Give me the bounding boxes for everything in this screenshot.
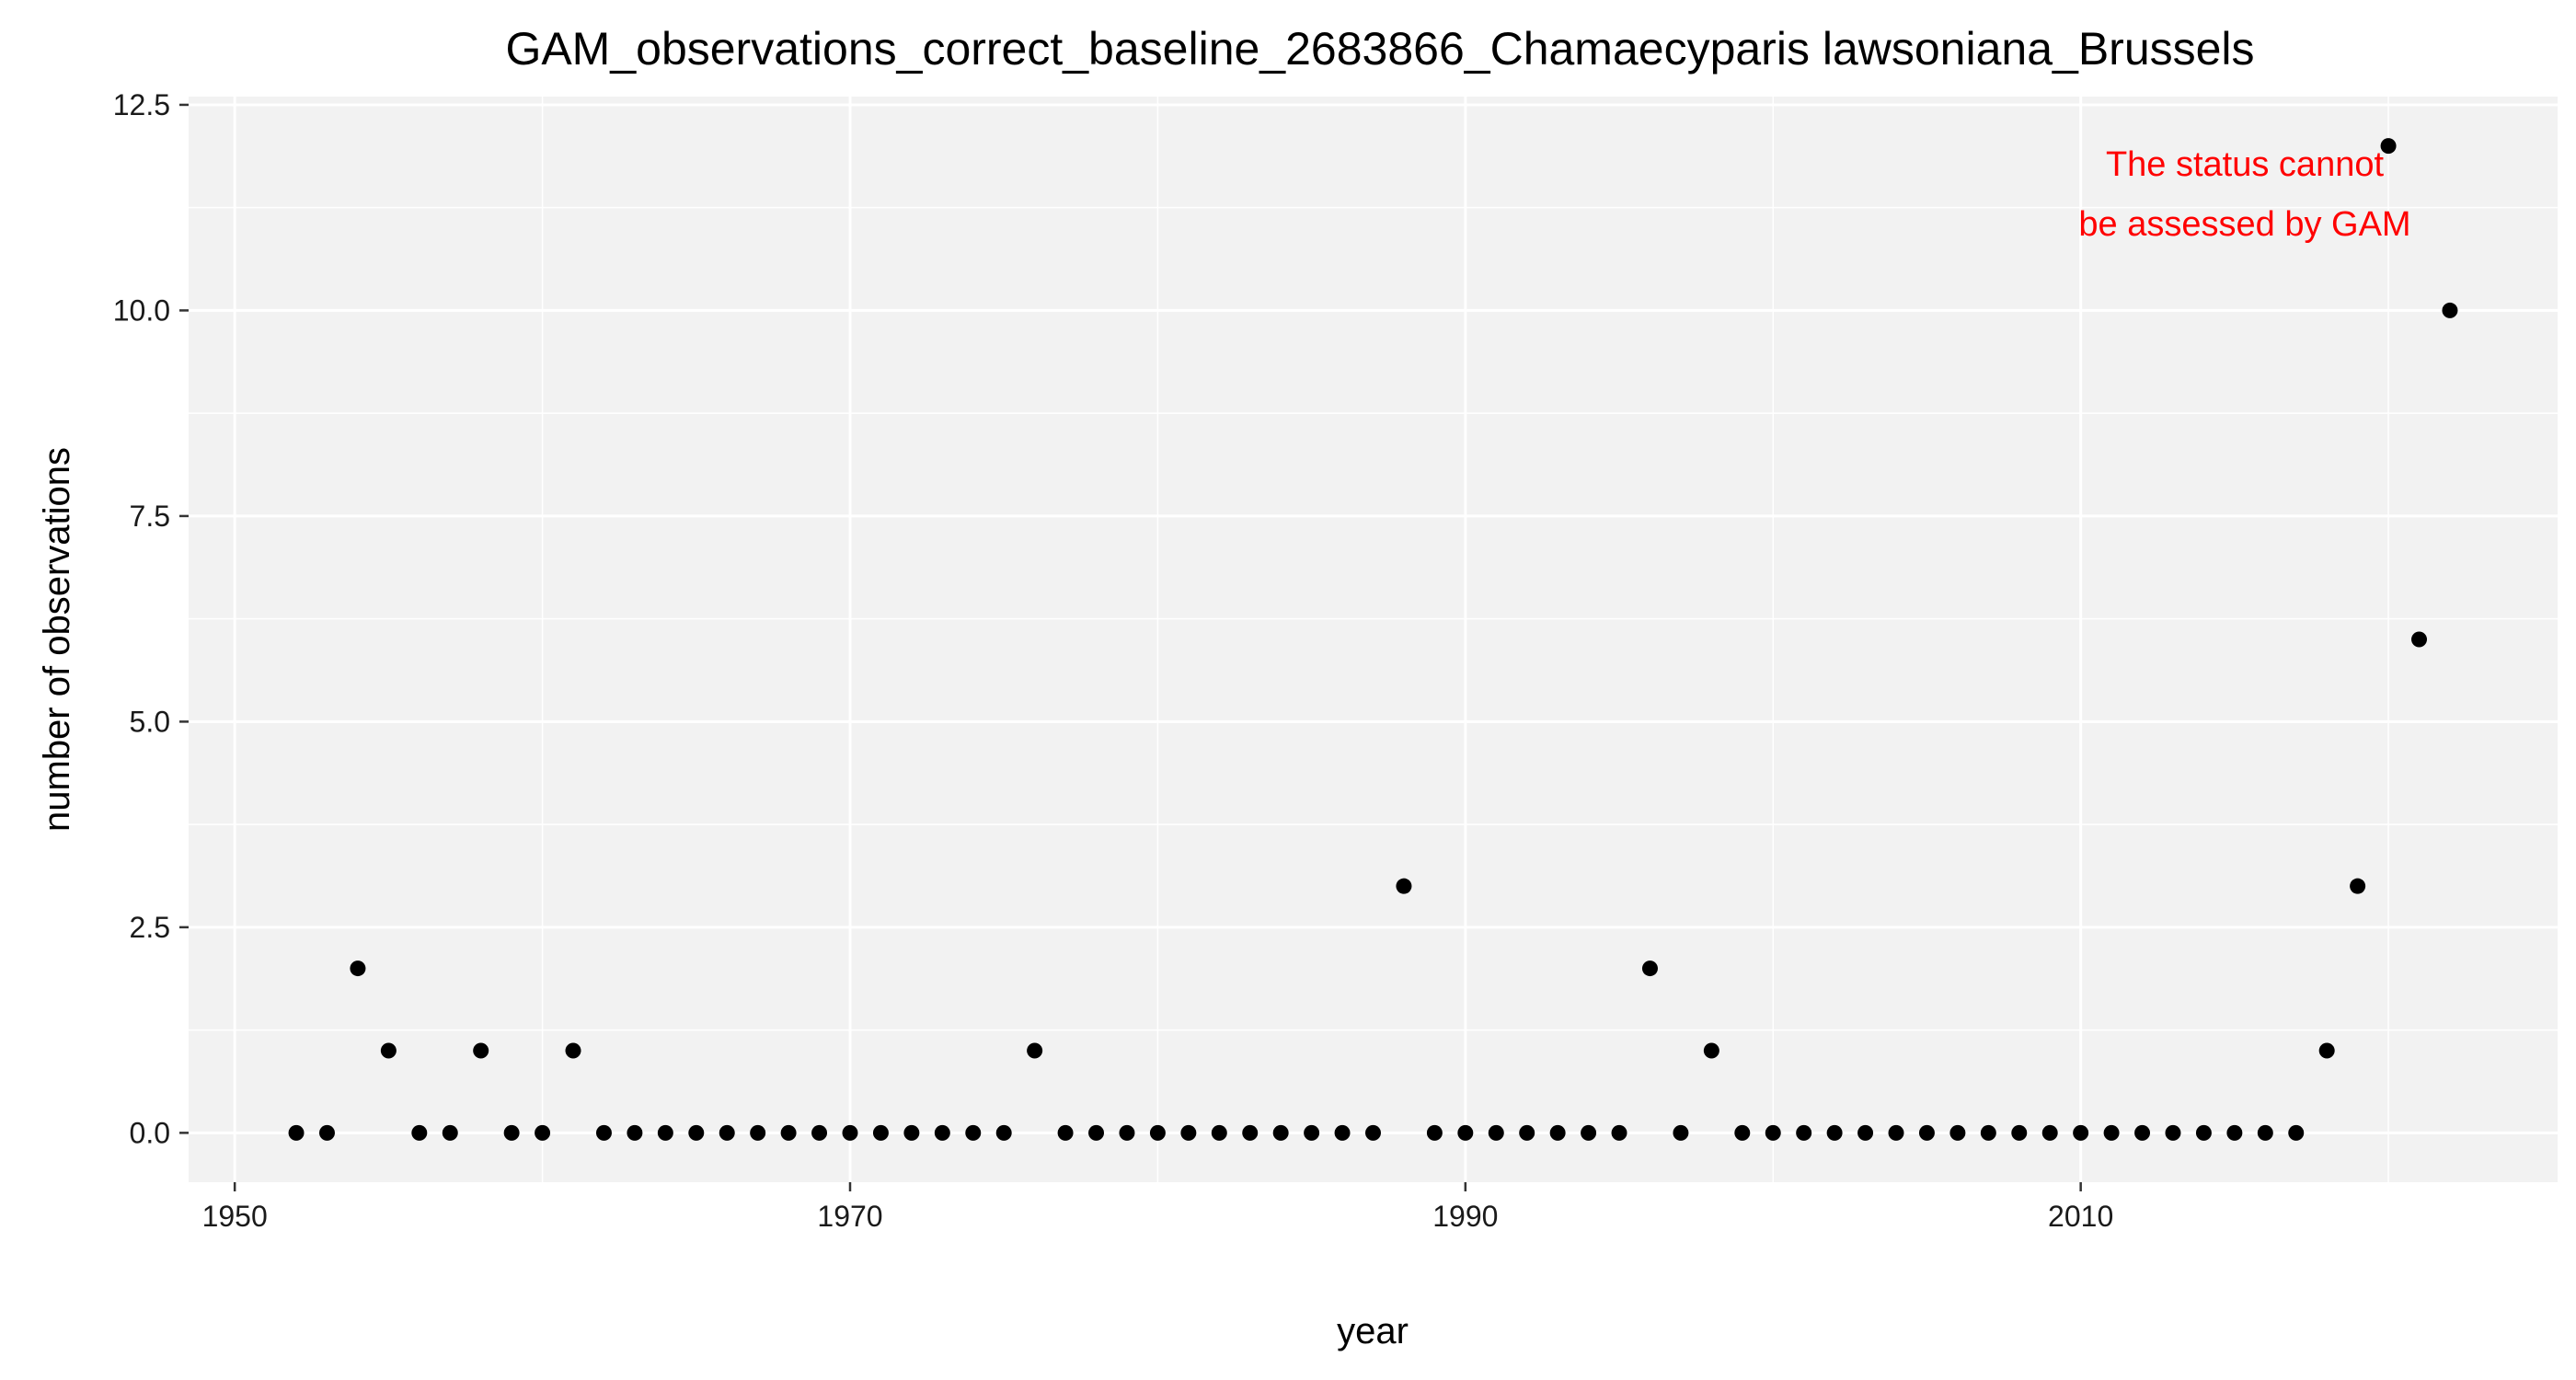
data-point [627,1124,643,1141]
y-tick-label: 2.5 [130,911,170,944]
x-tick-label: 1990 [1432,1200,1498,1233]
data-point [1334,1124,1351,1141]
data-point [995,1124,1012,1141]
data-point [657,1124,673,1141]
data-point [1673,1124,1689,1141]
data-point [473,1042,489,1059]
y-axis-label: number of observations [37,447,77,832]
chart-title: GAM_observations_correct_baseline_268386… [505,23,2254,75]
data-point [1918,1124,1935,1141]
data-point [380,1042,397,1059]
y-tick-label: 10.0 [113,293,170,327]
data-point [503,1124,520,1141]
data-point [2165,1124,2181,1141]
data-point [318,1124,335,1141]
data-point [1980,1124,1996,1141]
data-point [1180,1124,1197,1141]
x-tick-label: 1970 [817,1200,882,1233]
data-point [934,1124,950,1141]
data-point [1149,1124,1166,1141]
data-point [2318,1042,2335,1059]
data-point [1888,1124,1904,1141]
data-point [1088,1124,1105,1141]
data-point [1703,1042,1719,1059]
annotation-line: be assessed by GAM [2078,205,2410,244]
data-point [1826,1124,1843,1141]
data-point [1304,1124,1320,1141]
data-point [2103,1124,2120,1141]
data-point [565,1042,581,1059]
data-point [2073,1124,2089,1141]
data-point [1027,1042,1043,1059]
data-point [2257,1124,2273,1141]
data-point [1519,1124,1535,1141]
data-point [719,1124,735,1141]
data-point [1641,960,1658,977]
annotation-line: The status cannot [2106,145,2385,184]
data-point [442,1124,458,1141]
y-tick-label: 7.5 [130,500,170,533]
x-tick-label: 2010 [2048,1200,2113,1233]
data-point [1211,1124,1227,1141]
data-point [350,960,366,977]
data-point [1272,1124,1289,1141]
points-layer [288,138,2458,1141]
data-point [1119,1124,1135,1141]
data-point [2411,631,2428,648]
data-point [1457,1124,1474,1141]
data-point [2011,1124,2028,1141]
data-point [780,1124,797,1141]
y-tick-label: 12.5 [113,88,170,121]
data-point [1242,1124,1259,1141]
data-point [688,1124,705,1141]
data-point [1426,1124,1443,1141]
data-point [842,1124,858,1141]
data-point [1549,1124,1566,1141]
data-point [1581,1124,1597,1141]
data-point [1734,1124,1751,1141]
data-point [750,1124,766,1141]
data-point [965,1124,982,1141]
data-point [1365,1124,1381,1141]
data-point [411,1124,428,1141]
data-point [1057,1124,1074,1141]
annotation-layer: The status cannot be assessed by GAM [2078,145,2410,244]
data-point [2442,302,2458,318]
data-point [1396,878,1412,894]
data-point [595,1124,612,1141]
data-point [1611,1124,1627,1141]
x-axis-label: year [1337,1311,1409,1351]
y-tick-label: 0.0 [130,1116,170,1149]
x-tick-label: 1950 [202,1200,268,1233]
data-point [872,1124,889,1141]
data-point [811,1124,828,1141]
data-point [903,1124,920,1141]
data-point [2350,878,2366,894]
y-tick-label: 5.0 [130,705,170,738]
data-point [1857,1124,1874,1141]
data-point [2041,1124,2058,1141]
data-point [535,1124,551,1141]
data-point [2288,1124,2305,1141]
data-point [2134,1124,2151,1141]
data-point [1949,1124,1966,1141]
data-point [1488,1124,1504,1141]
data-point [1765,1124,1781,1141]
plot-panel [189,97,2558,1182]
data-point [2195,1124,2212,1141]
data-point [2226,1124,2243,1141]
data-point [1796,1124,1812,1141]
data-point [2380,138,2397,155]
axis-layer: 1950 1970 1990 2010 0.0 2.5 5.0 7.5 10.0 12.5 [113,88,2114,1233]
data-point [288,1124,305,1141]
